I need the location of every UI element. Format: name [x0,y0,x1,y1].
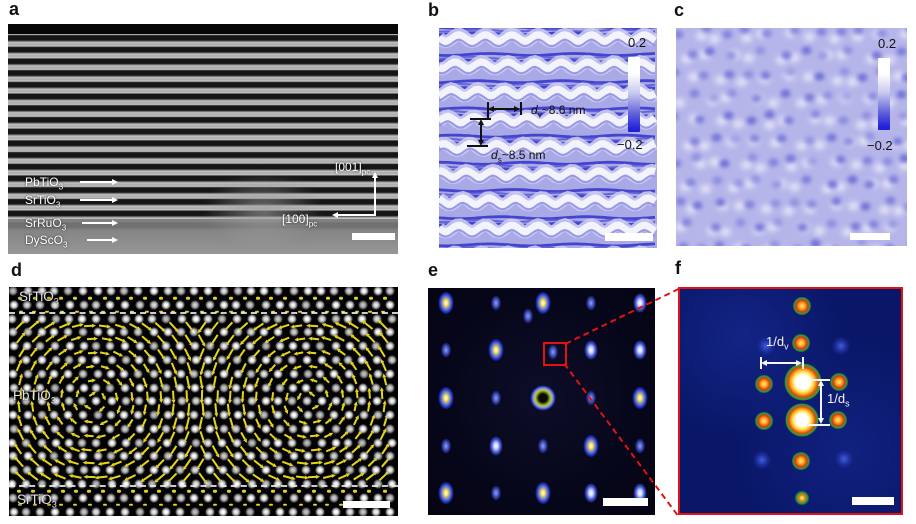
layer-arrow-pbtio3 [80,181,113,183]
vacuum-band [8,24,398,34]
interface-dashed-line-top [9,312,398,314]
panel-d-polarization-map: SrTiO3 PbTiO3 SrTiO3 [9,287,398,516]
layer-label-pbtio3: PbTiO3 [25,175,64,192]
scale-bar [343,501,390,508]
colorbar [878,58,890,130]
panel-c-displacement-map: 0.2 −0.2 [676,28,907,246]
colorbar-max: 0.2 [628,35,647,50]
axis-label-001pc: [001]pc [335,160,371,177]
defect-smudge [203,172,323,252]
scale-bar [352,233,395,240]
satellite-spots [680,289,901,513]
inv-ds-annotation: 1/ds [827,391,850,409]
region-label-srtio3-top: SrTiO3 [19,289,59,307]
layer-label-srtio3: SrTiO3 [25,193,61,210]
interface-dashed-line-bottom [9,485,398,487]
ds-annotation: ds~8.5 nm [491,148,546,165]
mottle-pattern [676,28,907,246]
atomic-lattice [9,287,398,516]
layer-arrow-srruo3 [82,222,113,224]
inv-dv-annotation: 1/dv [766,334,789,352]
region-label-pbtio3: PbTiO3 [13,388,56,406]
region-label-srtio3-bottom: SrTiO3 [17,492,57,510]
panel-letter-e: e [428,260,439,280]
colorbar-min: −0.2 [867,138,893,153]
layer-label-dysco3: DyScO3 [25,233,68,250]
axis-arrow-left-icon [337,214,376,216]
panel-letter-b: b [428,0,439,20]
colorbar [628,57,640,132]
scale-bar [850,233,890,240]
scale-bar [605,233,653,241]
layer-arrow-srtio3 [80,199,113,201]
panel-letter-f: f [675,258,681,278]
scale-bar [852,497,894,505]
panel-letter-d: d [11,260,22,280]
axis-arrow-up-icon [374,177,376,215]
axis-label-100pc: [100]pc [282,212,318,229]
dv-annotation: dv~8.6 nm [531,103,586,120]
panel-e-fft-pattern [428,288,655,515]
layer-arrow-dysco3 [87,239,113,241]
fft-spots [428,288,655,515]
wave-pattern [439,28,657,248]
panel-b-displacement-map: 0.2 −0.2 dv~8.6 nm ds~8.5 nm [439,28,657,248]
panel-letter-a: a [9,0,20,19]
colorbar-max: 0.2 [878,36,897,51]
panel-letter-c: c [674,0,685,20]
zoom-region-box [543,342,567,366]
panel-a-stem-image: PbTiO3 SrTiO3 SrRuO3 DyScO3 [001]pc [100… [8,24,398,254]
panel-f-fft-zoom: 1/dv 1/ds [678,287,903,515]
colorbar-min: −0.2 [617,137,643,152]
scale-bar [603,498,648,506]
layer-label-srruo3: SrRuO3 [25,216,67,233]
